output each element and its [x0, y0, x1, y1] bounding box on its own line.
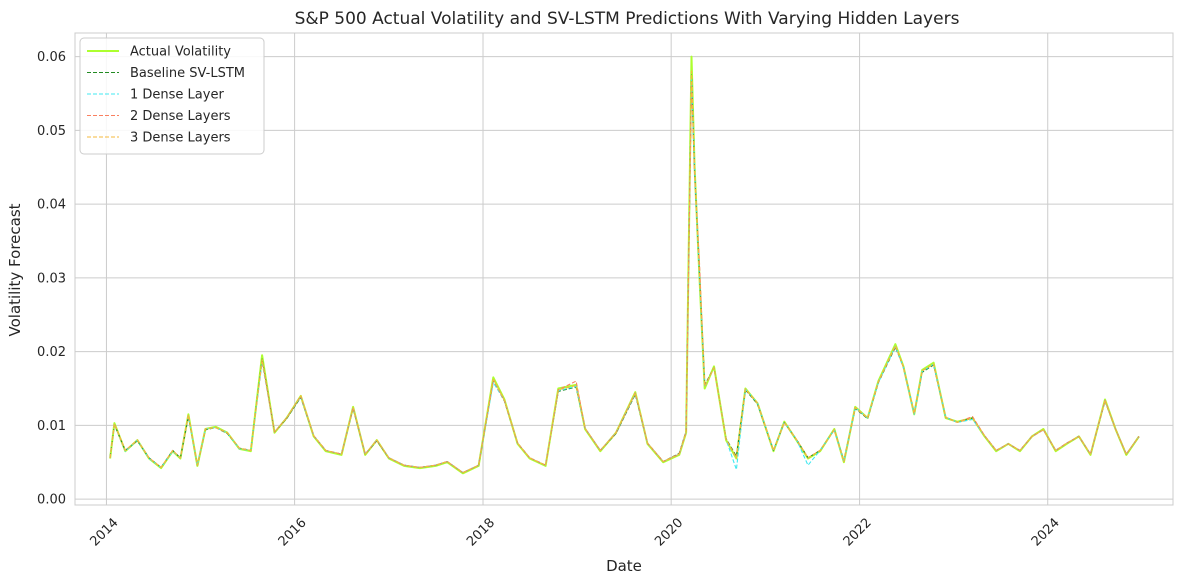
- y-tick-label: 0.00: [37, 493, 66, 508]
- legend-label: Actual Volatility: [130, 45, 231, 60]
- series-lines: [109, 55, 1140, 475]
- y-gridlines: [75, 56, 1173, 500]
- legend-label: Baseline SV-LSTM: [130, 66, 245, 81]
- legend-label: 1 Dense Layer: [130, 88, 224, 103]
- y-tick-label: 0.01: [37, 419, 66, 434]
- series-line-5: [109, 70, 1140, 474]
- legend: Actual Volatility Baseline SV-LSTM 1 Dense…: [79, 37, 265, 155]
- legend-label: 3 Dense Layers: [130, 131, 231, 146]
- y-tick-label: 0.02: [37, 345, 66, 360]
- y-tick-labels: 0.00 0.01 0.02 0.03 0.04 0.05 0.06: [37, 50, 66, 508]
- series-line-3: [109, 78, 1140, 474]
- y-tick-label: 0.04: [37, 198, 66, 213]
- legend-label: 2 Dense Layers: [130, 109, 231, 124]
- y-tick-label: 0.06: [37, 50, 66, 65]
- x-axis-label: Date: [606, 557, 642, 575]
- y-tick-label: 0.03: [37, 271, 66, 286]
- chart-title: S&P 500 Actual Volatility and SV-LSTM Pr…: [295, 9, 960, 29]
- y-tick-label: 0.05: [37, 124, 66, 139]
- plot-frame: [74, 32, 1174, 506]
- legend-box: [79, 37, 265, 155]
- y-axis-label: Volatility Forecast: [6, 203, 24, 336]
